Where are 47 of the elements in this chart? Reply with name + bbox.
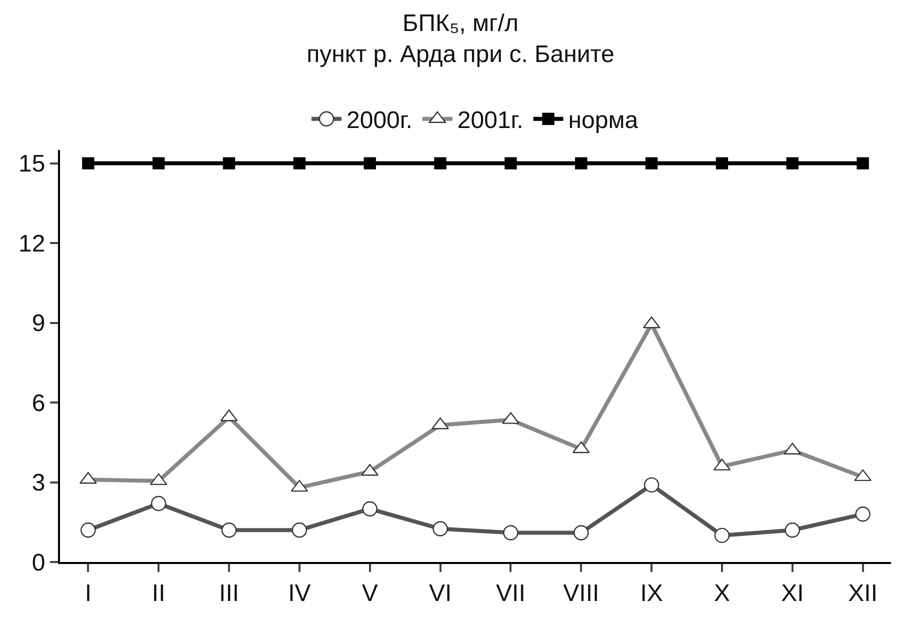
point [716, 157, 728, 170]
point [644, 477, 660, 493]
point [293, 157, 306, 170]
x-tick-label: IX [640, 580, 663, 607]
point [292, 522, 308, 538]
point [152, 157, 165, 170]
point [80, 522, 96, 538]
y-tick-label: 3 [32, 470, 46, 497]
point [855, 506, 870, 522]
legend-label: 2000г. [346, 107, 412, 134]
legend-label: норма [568, 107, 639, 134]
x-tick-label: XII [848, 580, 878, 607]
x-tick-label: VII [496, 580, 526, 607]
point [222, 157, 236, 170]
y-tick-label: 15 [18, 150, 46, 178]
point [786, 157, 799, 170]
point [434, 157, 446, 170]
point [432, 521, 448, 536]
chart-title: БПК₅, мг/л [402, 10, 518, 37]
x-tick-label: VIII [563, 580, 600, 607]
x-tick-label: VI [428, 580, 452, 607]
x-tick-label: I [84, 580, 92, 607]
point [221, 522, 237, 538]
x-tick-label: V [362, 580, 378, 607]
point [150, 496, 166, 512]
point [784, 522, 800, 538]
x-tick-label: II [152, 580, 166, 607]
point [575, 157, 588, 170]
legend-label: 2001г. [457, 107, 524, 134]
x-tick-label: IV [288, 580, 311, 607]
x-tick-label: III [219, 580, 240, 607]
point [82, 157, 94, 170]
point [503, 525, 518, 540]
y-tick-label: 9 [32, 310, 46, 338]
point [362, 501, 378, 516]
point [645, 157, 658, 170]
x-tick-label: XI [781, 580, 804, 607]
point [504, 157, 517, 170]
point [574, 525, 589, 540]
point [364, 157, 376, 170]
x-tick-label: X [714, 580, 730, 607]
y-tick-label: 6 [32, 390, 46, 417]
y-tick-label: 12 [18, 230, 46, 258]
chart-subtitle: пункт р. Арда при с. Баните [306, 41, 614, 68]
point [714, 528, 730, 544]
point [856, 157, 869, 170]
y-tick-label: 0 [32, 549, 46, 576]
